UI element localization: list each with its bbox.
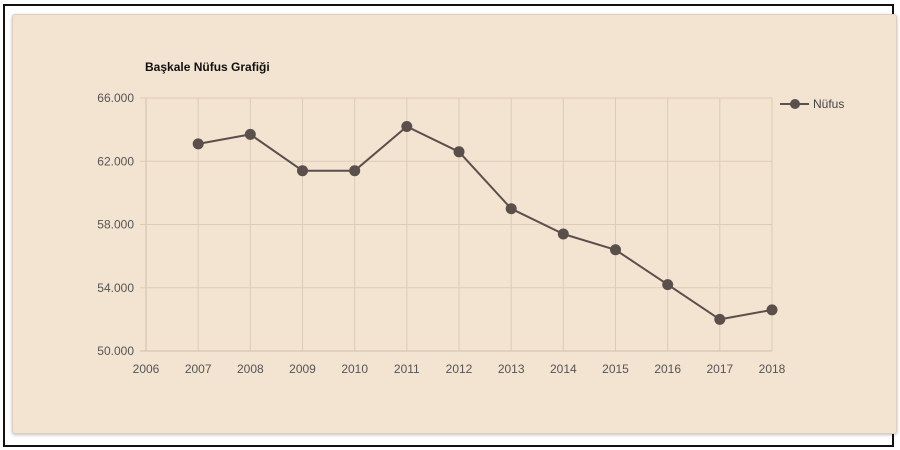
y-tick-label-66000: 66.000 (97, 91, 134, 105)
y-tick-label-62000: 62.000 (97, 154, 134, 168)
series-line-0 (198, 125, 773, 321)
data-point-2012[interactable] (453, 146, 465, 158)
series-layer (192, 121, 778, 325)
data-point-2007[interactable] (192, 138, 204, 150)
grid-layer (140, 97, 773, 352)
x-tick-label-2015: 2015 (602, 362, 629, 376)
x-tick-label-2018: 2018 (759, 362, 786, 376)
x-tick-label-2013: 2013 (498, 362, 525, 376)
chart-title: Başkale Nüfus Grafiği (145, 60, 270, 74)
y-tick-label-50000: 50.000 (97, 344, 134, 358)
x-tick-label-2012: 2012 (446, 362, 473, 376)
x-tick-label-2017: 2017 (706, 362, 733, 376)
legend[interactable]: Nüfus (780, 97, 844, 111)
legend-dot-marker (790, 99, 800, 109)
x-tick-label-2006: 2006 (133, 362, 160, 376)
x-tick-label-2010: 2010 (341, 362, 368, 376)
data-point-2010[interactable] (349, 165, 361, 177)
data-point-2016[interactable] (662, 279, 674, 291)
x-tick-label-2011: 2011 (394, 362, 420, 376)
data-point-2011[interactable] (401, 121, 413, 132)
legend-label-nufus: Nüfus (813, 97, 844, 111)
data-point-2009[interactable] (297, 165, 308, 177)
axis-layer: 2006 2007 2008 2009 2010 2011 2012 2013 2014 2015… (97, 91, 785, 376)
data-point-2018[interactable] (766, 304, 778, 316)
data-point-2013[interactable] (505, 203, 517, 215)
data-point-2014[interactable] (557, 228, 569, 240)
x-tick-label-2007: 2007 (185, 362, 212, 376)
data-point-2017[interactable] (714, 313, 726, 325)
x-tick-label-2016: 2016 (654, 362, 681, 376)
x-tick-label-2009: 2009 (289, 362, 316, 376)
y-tick-label-58000: 58.000 (97, 218, 134, 232)
x-tick-label-2014: 2014 (550, 362, 577, 376)
y-tick-label-54000: 54.000 (97, 281, 134, 295)
data-point-2008[interactable] (244, 128, 256, 140)
data-point-2015[interactable] (610, 244, 621, 256)
x-tick-label-2008: 2008 (237, 362, 264, 376)
